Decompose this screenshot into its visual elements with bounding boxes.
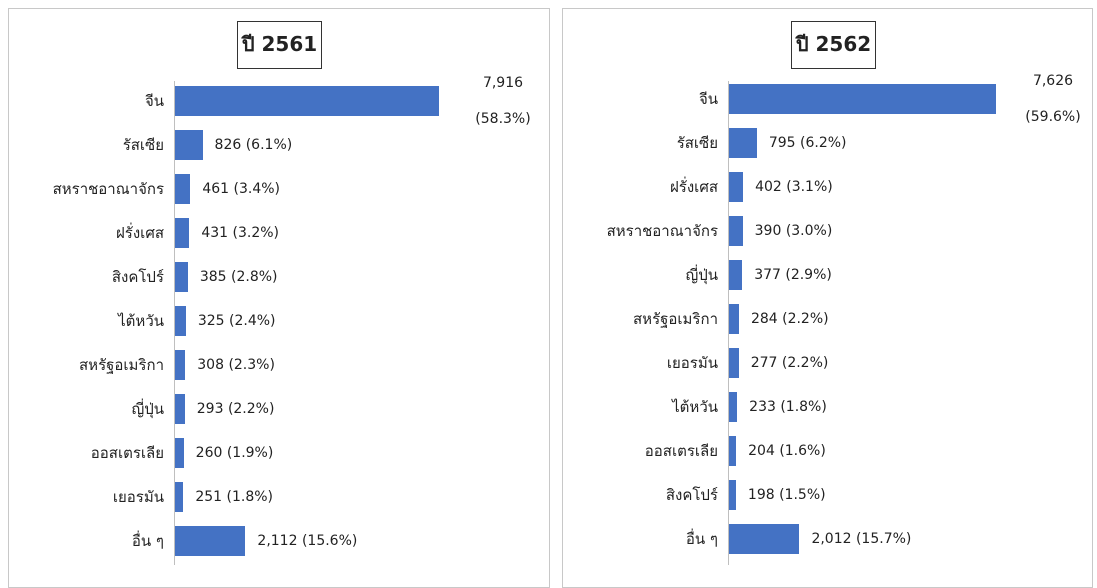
- bar: [175, 218, 190, 248]
- bar: [175, 350, 186, 380]
- data-label: 198 (1.5%): [747, 487, 826, 503]
- bar: [175, 438, 184, 468]
- category-label: รัสเซีย: [676, 134, 718, 152]
- data-label: 260 (1.9%): [195, 445, 274, 461]
- category-label: ออสเตรเลีย: [90, 444, 164, 462]
- chart-title: ปี 2562: [791, 21, 876, 69]
- data-label: 7,916 (58.3%): [475, 75, 531, 127]
- category-label: สิงคโปร์: [665, 486, 718, 504]
- data-label: 826 (6.1%): [214, 137, 293, 153]
- bar: [729, 304, 739, 334]
- category-label: สหราชอาณาจักร: [606, 222, 718, 240]
- category-label: ออสเตรเลีย: [644, 442, 718, 460]
- bar: [175, 482, 184, 512]
- category-label: อื่น ๆ: [131, 532, 164, 550]
- category-axis: [728, 81, 729, 565]
- category-label: ญี่ปุ่น: [685, 266, 718, 284]
- bar: [729, 260, 743, 290]
- bar: [175, 306, 186, 336]
- category-label: ไต้หวัน: [672, 398, 718, 416]
- bar: [729, 348, 739, 378]
- category-label: ญี่ปุ่น: [131, 400, 164, 418]
- data-label: 325 (2.4%): [197, 313, 276, 329]
- chart-panel: ปี 2562 จีน 7,626 (59.6%) รัสเซีย 795 (6.2%)…: [562, 8, 1093, 588]
- chart-title: ปี 2561: [237, 21, 322, 69]
- data-label: 251 (1.8%): [195, 489, 274, 505]
- category-label: สหรัฐอเมริกา: [79, 356, 164, 374]
- data-label: 233 (1.8%): [749, 399, 827, 415]
- bar: [729, 480, 736, 510]
- category-label: เยอรมัน: [112, 488, 164, 506]
- bar: [729, 436, 737, 466]
- data-label: 385 (2.8%): [199, 269, 278, 285]
- data-label: 204 (1.6%): [748, 443, 826, 459]
- bar: [175, 526, 246, 556]
- data-label: 377 (2.9%): [754, 267, 832, 283]
- data-label: 2,012 (15.7%): [811, 531, 912, 547]
- category-label: ไต้หวัน: [118, 312, 164, 330]
- bar: [729, 524, 800, 554]
- category-label: จีน: [144, 92, 164, 110]
- data-label: 2,112 (15.6%): [257, 533, 358, 549]
- bar: [175, 86, 439, 116]
- data-label: 277 (2.2%): [750, 355, 829, 371]
- bar: [175, 262, 188, 292]
- category-label: ฝรั่งเศส: [116, 224, 164, 242]
- bar: [729, 392, 738, 422]
- category-label: เยอรมัน: [666, 354, 718, 372]
- category-label: สิงคโปร์: [111, 268, 164, 286]
- bar: [175, 174, 191, 204]
- bar: [175, 394, 185, 424]
- data-label: 390 (3.0%): [754, 223, 833, 239]
- category-label: สหราชอาณาจักร: [52, 180, 164, 198]
- category-label: รัสเซีย: [122, 136, 164, 154]
- data-label: 431 (3.2%): [201, 225, 280, 241]
- data-label: 308 (2.3%): [197, 357, 275, 373]
- chart-panel: ปี 2561 จีน 7,916 (58.3%) รัสเซีย 826 (6.1%)…: [8, 8, 550, 588]
- data-label: 795 (6.2%): [768, 135, 847, 151]
- category-axis: [174, 81, 175, 565]
- bar: [729, 172, 744, 202]
- data-label: 7,626 (59.6%): [1025, 73, 1081, 125]
- category-label: ฝรั่งเศส: [670, 178, 718, 196]
- bar: [729, 216, 743, 246]
- data-label: 284 (2.2%): [750, 311, 829, 327]
- bar: [175, 130, 203, 160]
- category-label: อื่น ๆ: [685, 530, 718, 548]
- data-label: 293 (2.2%): [196, 401, 275, 417]
- category-label: สหรัฐอเมริกา: [633, 310, 718, 328]
- bar: [729, 84, 996, 114]
- bar: [729, 128, 757, 158]
- data-label: 461 (3.4%): [202, 181, 281, 197]
- data-label: 402 (3.1%): [755, 179, 833, 195]
- category-label: จีน: [698, 90, 718, 108]
